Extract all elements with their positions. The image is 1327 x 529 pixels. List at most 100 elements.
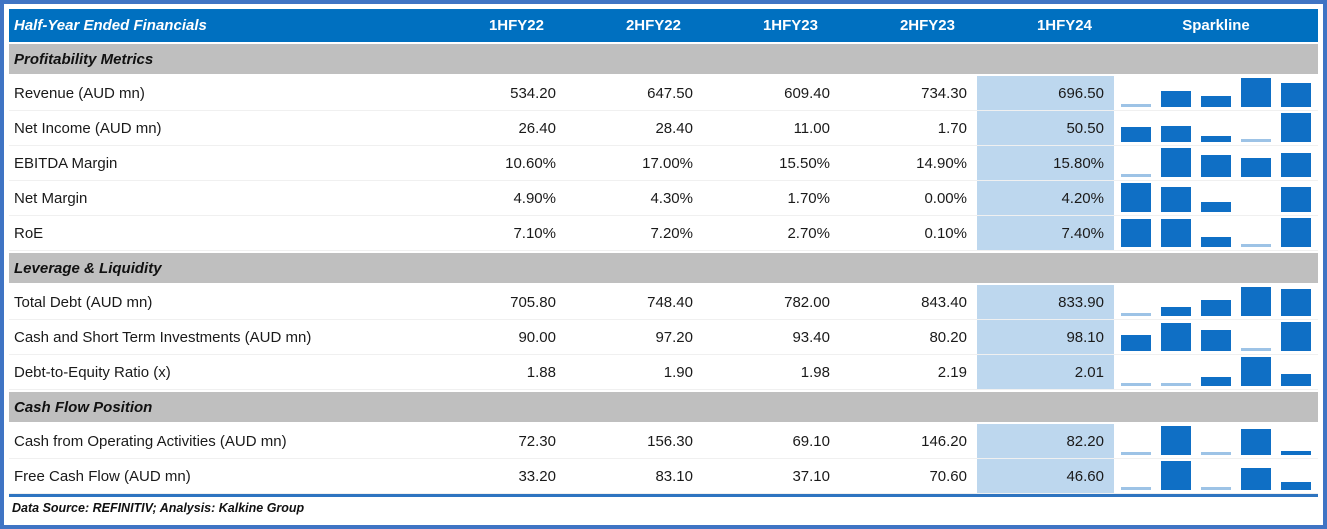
sparkline-bar (1121, 183, 1151, 212)
row-label: Net Margin (14, 189, 88, 207)
table-row: Free Cash Flow (AUD mn) 33.20 83.10 37.1… (9, 459, 1318, 494)
value-cell: 33.20 (518, 467, 556, 485)
value-cell: 15.80% (977, 146, 1114, 180)
row-label: EBITDA Margin (14, 154, 118, 172)
sparkline-bar (1121, 104, 1151, 107)
value-cell: 734.30 (921, 84, 967, 102)
table-row: Total Debt (AUD mn) 705.80 748.40 782.00… (9, 285, 1318, 320)
sparkline-bar (1161, 426, 1191, 455)
value-cell: 534.20 (510, 84, 556, 102)
sparkline-bar (1121, 219, 1151, 247)
value-cell: 1.70% (787, 189, 830, 207)
table-body: Profitability Metrics Revenue (AUD mn) 5… (9, 44, 1318, 494)
sparkline-chart (1114, 320, 1318, 354)
table-row: RoE 7.10% 7.20% 2.70% 0.10% 7.40% (9, 216, 1318, 251)
value-cell: 7.40% (977, 216, 1114, 250)
sparkline-bar (1161, 91, 1191, 107)
value-cell: 1.88 (526, 363, 556, 381)
sparkline-bar (1201, 96, 1231, 107)
value-cell: 609.40 (784, 84, 830, 102)
sparkline-chart (1114, 76, 1318, 110)
sparkline-bar (1281, 153, 1311, 177)
value-cell: 4.30% (650, 189, 693, 207)
value-cell: 46.60 (977, 459, 1114, 493)
sparkline-bar (1121, 487, 1151, 490)
sparkline-bar (1121, 174, 1151, 177)
sparkline-bar (1241, 348, 1271, 351)
sparkline-bar (1281, 83, 1311, 107)
value-cell: 0.00% (924, 189, 967, 207)
value-cell: 14.90% (916, 154, 967, 172)
sparkline-bar (1161, 219, 1191, 247)
row-label: Free Cash Flow (AUD mn) (14, 467, 191, 485)
value-cell: 11.00 (793, 119, 830, 137)
sparkline-bar (1241, 429, 1271, 455)
sparkline-bar (1241, 158, 1271, 177)
sparkline-chart (1114, 111, 1318, 145)
sparkline-bar (1201, 377, 1231, 386)
data-source-note: Data Source: REFINITIV; Analysis: Kalkin… (9, 494, 1318, 518)
value-cell: 1.98 (800, 363, 830, 381)
row-label: RoE (14, 224, 44, 242)
value-cell: 28.40 (655, 119, 693, 137)
sparkline-bar (1281, 374, 1311, 386)
sparkline-bar (1241, 357, 1271, 386)
row-label: Revenue (AUD mn) (14, 84, 145, 102)
sparkline-chart (1114, 146, 1318, 180)
value-cell: 98.10 (977, 320, 1114, 354)
sparkline-bar (1241, 244, 1271, 247)
value-cell: 782.00 (784, 293, 830, 311)
value-cell: 833.90 (977, 285, 1114, 319)
row-label: Net Income (AUD mn) (14, 119, 162, 137)
sparkline-bar (1161, 307, 1191, 316)
value-cell: 26.40 (518, 119, 556, 137)
value-cell: 72.30 (518, 432, 556, 450)
column-header-1hfy22: 1HFY22 (488, 17, 544, 34)
sparkline-bar (1241, 287, 1271, 316)
value-cell: 1.70 (937, 119, 967, 137)
table-row: EBITDA Margin 10.60% 17.00% 15.50% 14.90… (9, 146, 1318, 181)
table-row: Debt-to-Equity Ratio (x) 1.88 1.90 1.98 … (9, 355, 1318, 390)
value-cell: 4.20% (977, 181, 1114, 215)
sparkline-bar (1281, 218, 1311, 247)
value-cell: 705.80 (510, 293, 556, 311)
sparkline-bar (1281, 113, 1311, 142)
section-header: Profitability Metrics (9, 44, 1318, 74)
sparkline-chart (1114, 355, 1318, 389)
value-cell: 696.50 (977, 76, 1114, 110)
value-cell: 83.10 (655, 467, 693, 485)
sparkline-bar (1201, 202, 1231, 212)
sparkline-bar (1241, 139, 1271, 142)
table-row: Net Income (AUD mn) 26.40 28.40 11.00 1.… (9, 111, 1318, 146)
value-cell: 50.50 (977, 111, 1114, 145)
column-header-sparkline: Sparkline (1182, 17, 1250, 34)
value-cell: 1.90 (663, 363, 693, 381)
sparkline-bar (1161, 461, 1191, 490)
value-cell: 2.70% (787, 224, 830, 242)
table-title: Half-Year Ended Financials (14, 17, 207, 34)
sparkline-chart (1114, 424, 1318, 458)
section-title: Cash Flow Position (14, 398, 153, 416)
row-label: Cash and Short Term Investments (AUD mn) (14, 328, 312, 346)
value-cell: 156.30 (647, 432, 693, 450)
value-cell: 7.10% (513, 224, 556, 242)
table-row: Cash from Operating Activities (AUD mn) … (9, 424, 1318, 459)
value-cell: 2.01 (977, 355, 1114, 389)
sparkline-bar (1281, 289, 1311, 316)
sparkline-bar (1281, 187, 1311, 212)
row-label: Debt-to-Equity Ratio (x) (14, 363, 171, 381)
sparkline-bar (1201, 136, 1231, 142)
value-cell: 10.60% (505, 154, 556, 172)
value-cell: 7.20% (650, 224, 693, 242)
sparkline-bar (1241, 78, 1271, 107)
sparkline-chart (1114, 216, 1318, 250)
value-cell: 843.40 (921, 293, 967, 311)
column-header-2hfy23: 2HFY23 (899, 17, 955, 34)
sparkline-bar (1161, 126, 1191, 142)
sparkline-bar (1201, 300, 1231, 316)
value-cell: 4.90% (513, 189, 556, 207)
section-title: Profitability Metrics (14, 50, 154, 68)
value-cell: 70.60 (929, 467, 967, 485)
sparkline-bar (1121, 335, 1151, 351)
value-cell: 17.00% (642, 154, 693, 172)
